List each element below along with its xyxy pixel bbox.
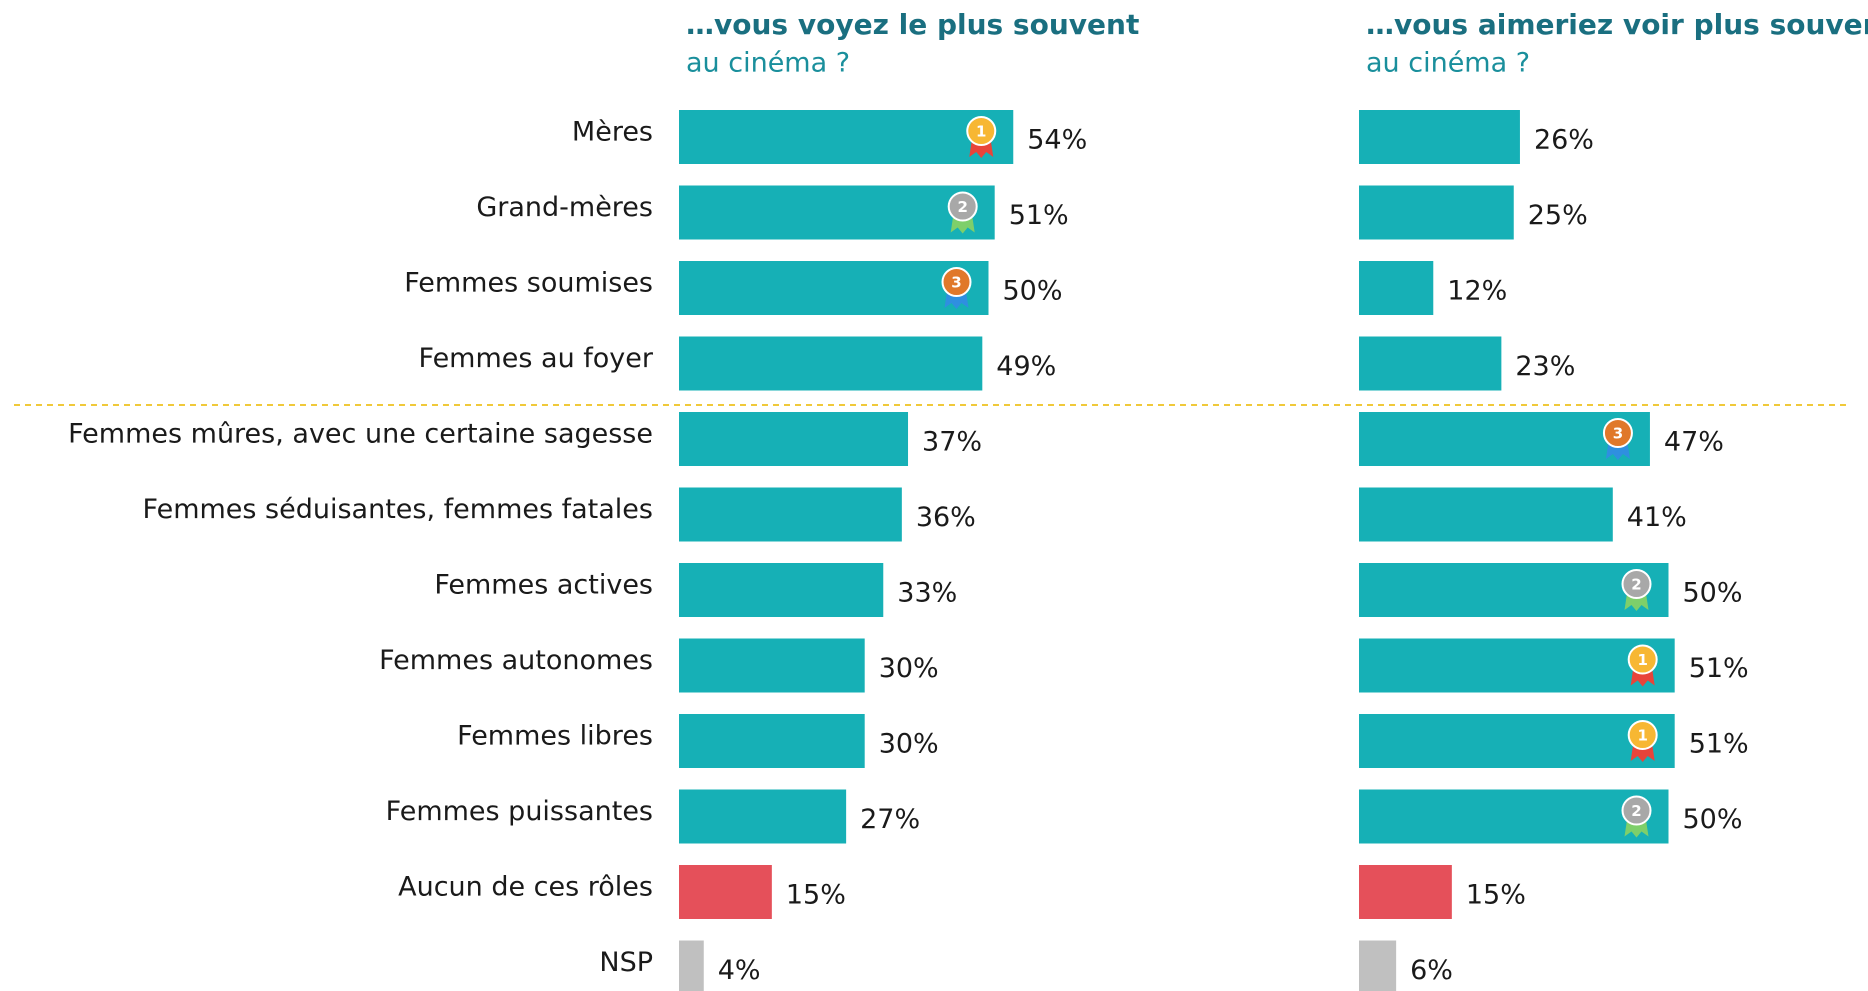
bar xyxy=(679,865,772,919)
value-label: 30% xyxy=(879,729,939,760)
bar xyxy=(679,940,704,991)
value-label: 50% xyxy=(1683,804,1743,835)
value-label: 36% xyxy=(916,502,976,533)
value-label: 15% xyxy=(786,880,846,911)
category-label: Femmes puissantes xyxy=(386,796,653,827)
bar xyxy=(1359,638,1675,693)
bar xyxy=(1359,261,1434,315)
value-label: 54% xyxy=(1027,125,1087,156)
category-label: Grand-mères xyxy=(476,192,653,223)
category-label: Femmes actives xyxy=(434,570,653,601)
category-label: Femmes libres xyxy=(457,721,653,752)
value-label: 15% xyxy=(1466,880,1526,911)
category-label: NSP xyxy=(599,947,653,978)
value-label: 23% xyxy=(1515,351,1575,382)
medal-disc xyxy=(966,116,997,146)
medal: 3 xyxy=(941,267,972,309)
value-label: 25% xyxy=(1528,200,1588,231)
medal-disc xyxy=(1627,720,1658,750)
value-label: 47% xyxy=(1664,427,1724,458)
value-label: 51% xyxy=(1689,729,1749,760)
medal-disc xyxy=(1621,569,1652,599)
value-label: 6% xyxy=(1410,955,1453,986)
medal-disc xyxy=(1627,644,1658,675)
medal-disc xyxy=(947,191,978,222)
value-label: 50% xyxy=(1683,578,1743,609)
value-label: 41% xyxy=(1627,502,1687,533)
category-label: Femmes séduisantes, femmes fatales xyxy=(143,494,653,525)
category-label: Aucun de ces rôles xyxy=(398,872,653,903)
bar xyxy=(1359,336,1502,391)
medal: 2 xyxy=(947,191,978,234)
medal: 1 xyxy=(1627,720,1658,762)
value-label: 51% xyxy=(1689,653,1749,684)
medal: 1 xyxy=(966,116,997,158)
category-label: Femmes autonomes xyxy=(379,645,653,676)
bar xyxy=(1359,940,1397,991)
medal-number: 1 xyxy=(1637,727,1647,745)
medal-number: 2 xyxy=(1631,576,1641,594)
bar xyxy=(679,487,902,542)
chart-subtitle: au cinéma ? xyxy=(1366,48,1530,79)
medal-disc xyxy=(941,267,972,297)
value-label: 12% xyxy=(1447,276,1507,307)
value-label: 30% xyxy=(879,653,939,684)
bar xyxy=(679,261,989,315)
medal-number: 1 xyxy=(976,123,986,141)
category-label: Femmes au foyer xyxy=(419,343,654,374)
medal-number: 2 xyxy=(1631,802,1641,820)
bar xyxy=(1359,789,1669,844)
medal-number: 3 xyxy=(1613,425,1623,443)
medal-number: 1 xyxy=(1637,651,1647,669)
category-label: Femmes mûres, avec une certaine sagesse xyxy=(68,419,653,450)
bar xyxy=(1359,185,1514,240)
value-label: 37% xyxy=(922,427,982,458)
category-label: Femmes soumises xyxy=(404,268,653,299)
bar xyxy=(679,714,865,768)
bar xyxy=(679,638,865,693)
bar xyxy=(679,185,995,240)
value-label: 4% xyxy=(718,955,761,986)
chart-title: …vous voyez le plus souvent xyxy=(686,8,1139,41)
chart-title: …vous aimeriez voir plus souvent xyxy=(1366,8,1868,41)
value-label: 27% xyxy=(860,804,920,835)
chart-subtitle: au cinéma ? xyxy=(686,48,850,79)
bar xyxy=(1359,563,1669,617)
medal: 1 xyxy=(1627,644,1658,687)
bar xyxy=(679,336,983,391)
category-label: Mères xyxy=(572,117,653,148)
value-label: 49% xyxy=(996,351,1056,382)
medal-number: 2 xyxy=(957,198,967,216)
bar xyxy=(679,110,1014,164)
medal: 2 xyxy=(1621,569,1652,611)
bar xyxy=(1359,865,1452,919)
bar xyxy=(1359,412,1650,466)
medal-disc xyxy=(1602,418,1633,448)
medal-number: 3 xyxy=(951,274,961,292)
bar xyxy=(1359,110,1520,164)
bar xyxy=(679,789,847,844)
bar xyxy=(679,563,884,617)
bar xyxy=(679,412,909,466)
value-label: 51% xyxy=(1009,200,1069,231)
bar xyxy=(1359,487,1613,542)
value-label: 33% xyxy=(897,578,957,609)
value-label: 50% xyxy=(1003,276,1063,307)
medal: 3 xyxy=(1602,418,1633,460)
bar xyxy=(1359,714,1675,768)
medal-disc xyxy=(1621,795,1652,826)
value-label: 26% xyxy=(1534,125,1594,156)
medal: 2 xyxy=(1621,795,1652,838)
